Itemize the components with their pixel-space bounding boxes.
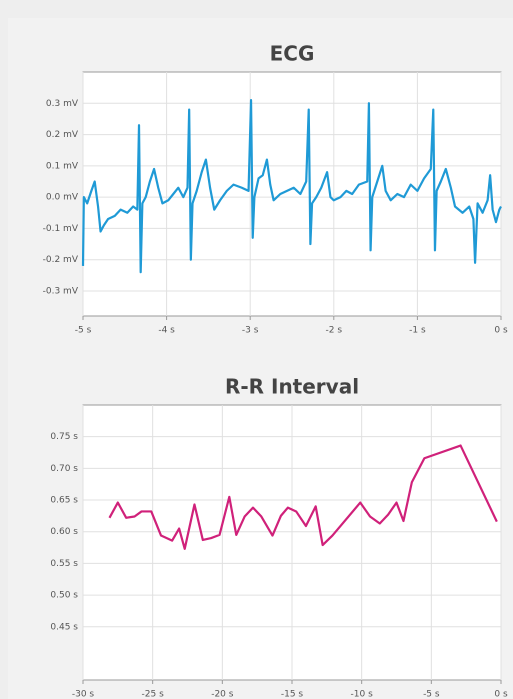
y-tick-label: 0.2 mV (46, 130, 79, 140)
y-tick-label: 0.50 s (50, 591, 78, 601)
y-tick-label: 0.70 s (50, 464, 78, 474)
x-tick-label: -20 s (211, 690, 234, 699)
x-tick-label: -2 s (326, 326, 343, 336)
y-tick-label: 0.60 s (50, 527, 78, 537)
y-tick-label: 0.65 s (50, 496, 78, 506)
x-tick-label: -5 s (75, 326, 92, 336)
x-tick-label: -4 s (158, 326, 175, 336)
x-tick-label: -30 s (72, 690, 95, 699)
y-tick-label: 0.75 s (50, 432, 78, 442)
x-tick-label: -25 s (142, 690, 165, 699)
x-tick-label: -1 s (409, 326, 426, 336)
x-tick-label: 0 s (494, 326, 508, 336)
y-tick-label: 0.3 mV (46, 99, 79, 109)
y-tick-label: 0.0 mV (46, 193, 79, 203)
y-tick-label: 0.45 s (50, 622, 78, 632)
x-tick-label: 0 s (494, 690, 508, 699)
x-tick-label: -10 s (351, 690, 374, 699)
plot-area (82, 71, 502, 317)
y-tick-label: 0.55 s (50, 559, 78, 569)
x-tick-label: -3 s (242, 326, 259, 336)
y-tick-label: -0.3 mV (43, 286, 79, 296)
y-tick-label: -0.1 mV (43, 224, 79, 234)
x-tick-label: -15 s (281, 690, 304, 699)
data-line (81, 99, 502, 274)
chart-title: ECG (270, 42, 315, 66)
x-tick-label: -5 s (423, 690, 440, 699)
chart-title: R-R Interval (225, 375, 359, 399)
y-tick-label: 0.1 mV (46, 161, 79, 171)
y-tick-label: -0.2 mV (43, 255, 79, 265)
data-line (108, 444, 498, 550)
